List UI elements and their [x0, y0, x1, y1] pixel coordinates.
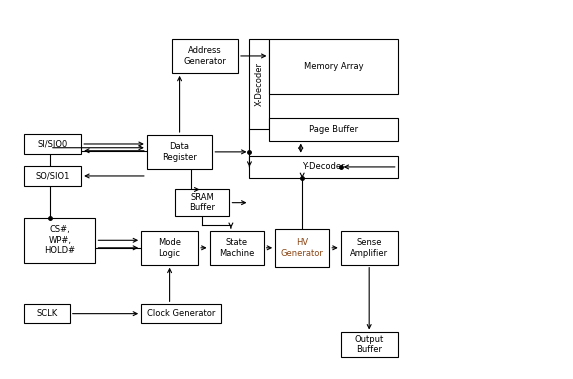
Bar: [141, 304, 221, 323]
Text: CS#,
WP#,
HOLD#: CS#, WP#, HOLD#: [44, 226, 76, 255]
Bar: [275, 229, 329, 266]
Text: State
Machine: State Machine: [219, 238, 254, 257]
Text: Memory Array: Memory Array: [304, 62, 363, 71]
Bar: [341, 231, 398, 265]
Text: SO/SIO1: SO/SIO1: [36, 171, 70, 180]
Bar: [210, 231, 264, 265]
Text: Data
Register: Data Register: [162, 142, 197, 161]
Text: Address
Generator: Address Generator: [184, 46, 227, 66]
Text: Sense
Amplifier: Sense Amplifier: [350, 238, 388, 257]
Text: HV
Generator: HV Generator: [281, 238, 324, 257]
Bar: [269, 39, 398, 94]
Text: Output
Buffer: Output Buffer: [355, 335, 384, 354]
Text: Mode
Logic: Mode Logic: [158, 238, 181, 257]
Bar: [24, 304, 70, 323]
Bar: [249, 156, 398, 178]
Bar: [24, 218, 96, 263]
Text: Clock Generator: Clock Generator: [147, 309, 215, 318]
Bar: [141, 231, 198, 265]
Text: X-Decoder: X-Decoder: [255, 62, 264, 106]
Text: Y-Decoder: Y-Decoder: [302, 163, 345, 171]
Bar: [269, 118, 398, 141]
Bar: [341, 332, 398, 357]
Bar: [24, 134, 81, 154]
Text: Page Buffer: Page Buffer: [309, 125, 358, 134]
Text: SRAM
Buffer: SRAM Buffer: [190, 193, 215, 212]
Bar: [147, 135, 213, 169]
Bar: [175, 190, 229, 216]
Text: SI/SIO0: SI/SIO0: [38, 139, 68, 149]
Text: SCLK: SCLK: [36, 309, 58, 318]
Bar: [24, 166, 81, 186]
Bar: [249, 39, 269, 129]
Bar: [172, 39, 238, 73]
